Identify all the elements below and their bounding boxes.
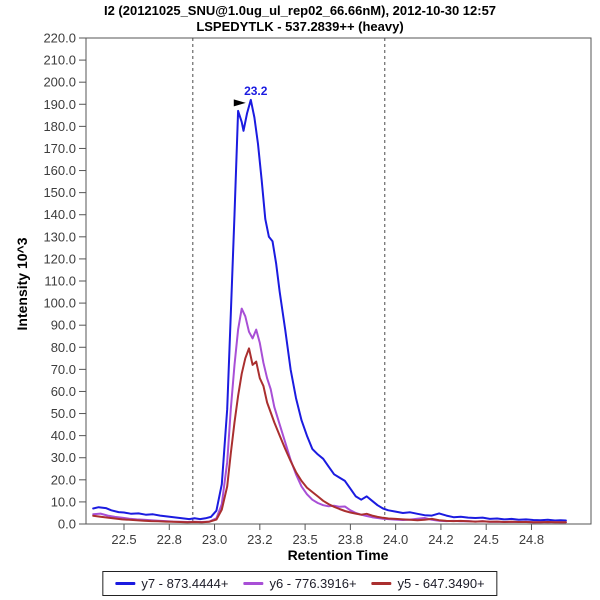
x-tick-label: 23.8 [338,532,363,547]
y-tick-label: 140.0 [43,207,76,222]
y-tick-label: 160.0 [43,163,76,178]
x-tick-label: 24.0 [383,532,408,547]
x-tick-label: 23.0 [202,532,227,547]
y-tick-label: 40.0 [51,428,76,443]
peak-rt-annotation[interactable]: 23.2 [244,84,268,98]
y-tick-label: 80.0 [51,340,76,355]
plot-area[interactable] [85,37,592,525]
legend-item-label: y7 - 873.4444+ [141,576,229,591]
y-tick-label: 190.0 [43,97,76,112]
legend-line-swatch [115,582,136,585]
y-tick-label: 200.0 [43,75,76,90]
y-tick-label: 110.0 [44,274,76,289]
y-axis-title: Intensity 10^3 [14,237,30,330]
x-tick-label: 23.5 [292,532,317,547]
x-tick-label: 22.8 [157,532,182,547]
x-axis-title: Retention Time [288,547,389,563]
y-tick-label: 130.0 [43,229,76,244]
y-tick-label: 210.0 [43,53,76,68]
legend-item-label: y6 - 776.3916+ [269,576,357,591]
legend: y7 - 873.4444+ y6 - 776.3916+ y5 - 647.349… [102,571,498,596]
y-tick-label: 70.0 [51,362,76,377]
peak-apex-arrow-icon [233,99,246,107]
y-tick-label: 220.0 [43,31,76,46]
chart-title: I2 (20121025_SNU@1.0ug_ul_rep02_66.66nM)… [103,3,497,18]
y-tick-label: 90.0 [51,318,76,333]
y-tick-label: 0.0 [58,517,76,532]
y-tick-label: 10.0 [51,494,76,509]
peptide-subtitle: LSPEDYTLK - 537.2839++ (heavy) [196,19,404,34]
legend-item-y5: y5 - 647.3490+ [371,576,485,591]
y-tick-label: 60.0 [51,384,76,399]
y-tick-label: 170.0 [43,141,76,156]
y-tick-label: 100.0 [43,296,76,311]
chromatogram-plot[interactable]: Intensity 10^3 Retention Time 0.0 10.0 20.… [0,0,600,566]
x-tick-label: 24.8 [519,532,544,547]
x-tick-label: 24.5 [474,532,499,547]
y-tick-label: 30.0 [51,450,76,465]
legend-item-label: y5 - 647.3490+ [397,576,485,591]
legend-item-y6: y6 - 776.3916+ [243,576,357,591]
y-tick-label: 120.0 [43,251,76,266]
series-line-y6[interactable] [92,307,567,524]
y-tick-label: 50.0 [51,406,76,421]
y-tick-label: 20.0 [51,472,76,487]
y-tick-label: 150.0 [43,185,76,200]
legend-line-swatch [371,582,392,585]
x-tick-label: 23.2 [247,532,272,547]
x-tick-label: 22.5 [111,532,136,547]
series-line-y7[interactable] [92,98,567,522]
legend-item-y7: y7 - 873.4444+ [115,576,228,591]
legend-line-swatch [243,582,264,585]
series-line-y5[interactable] [92,347,567,524]
y-tick-label: 180.0 [43,119,76,134]
x-tick-label: 24.2 [428,532,453,547]
